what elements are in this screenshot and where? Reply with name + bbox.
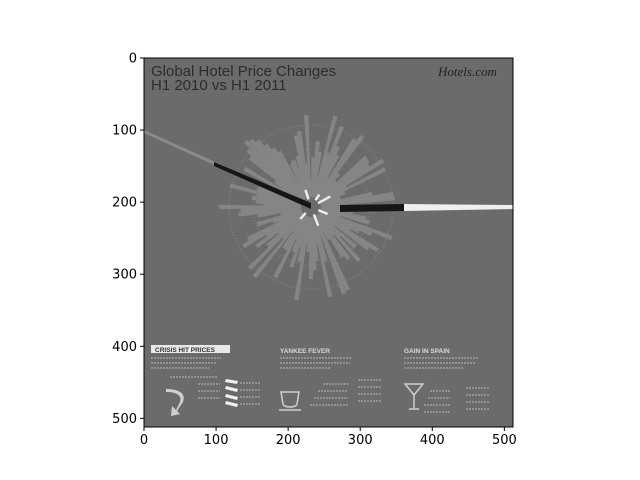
y-tick-label: 500 bbox=[112, 412, 137, 427]
x-axis: 0 100 200 300 400 500 bbox=[140, 427, 517, 448]
arrow-down-icon bbox=[166, 389, 184, 416]
radial-bar bbox=[316, 134, 365, 200]
radial-bar bbox=[308, 217, 314, 279]
radial-bar bbox=[313, 115, 338, 198]
axes-frame bbox=[143, 57, 514, 428]
radial-bar bbox=[320, 191, 373, 206]
section3-heading: GAIN IN SPAIN bbox=[404, 348, 450, 355]
highlight-spoke bbox=[312, 214, 320, 227]
y-tick-label: 200 bbox=[112, 196, 137, 211]
radial-bar bbox=[296, 131, 311, 198]
radial-bar bbox=[295, 155, 309, 198]
radial-bar bbox=[316, 214, 336, 237]
y-tick-label: 100 bbox=[112, 124, 137, 139]
radial-bar bbox=[321, 203, 347, 208]
section1-heading: CRISIS HIT PRICES bbox=[155, 347, 216, 354]
radial-bar bbox=[313, 216, 328, 262]
radial-bar bbox=[311, 216, 320, 246]
radial-bar bbox=[304, 115, 312, 197]
infographic-title-line1: Global Hotel Price Changes bbox=[151, 63, 336, 80]
image-background bbox=[144, 58, 513, 427]
y-tick-label: 0 bbox=[129, 52, 137, 67]
radial-bar bbox=[271, 147, 307, 199]
radial-bar bbox=[318, 158, 370, 202]
radial-bar bbox=[263, 143, 306, 200]
highlight-spoke bbox=[299, 212, 307, 220]
radial-bar bbox=[319, 211, 379, 253]
radial-bar bbox=[242, 211, 303, 248]
section-icons bbox=[166, 383, 425, 416]
cup-icon bbox=[280, 391, 300, 408]
highlight-spoke bbox=[304, 189, 310, 200]
radial-bar bbox=[289, 162, 308, 199]
radial-bar bbox=[317, 180, 338, 201]
radial-bar bbox=[318, 155, 368, 201]
radial-bar bbox=[314, 215, 350, 291]
radial-bar bbox=[277, 212, 304, 235]
infographic-title-line2: H1 2010 vs H1 2011 bbox=[151, 77, 287, 94]
ray-left-dark bbox=[214, 162, 311, 209]
radial-bar bbox=[248, 155, 304, 202]
section-body-text-image bbox=[151, 357, 490, 413]
radial-bar bbox=[248, 213, 305, 270]
radial-bar bbox=[257, 207, 302, 218]
radial-bar bbox=[315, 215, 326, 234]
radial-bar bbox=[315, 138, 357, 199]
section1-bar-3 bbox=[225, 394, 238, 400]
highlight-spoke bbox=[317, 208, 329, 216]
section1-bar-4 bbox=[225, 401, 238, 407]
x-tick-label: 100 bbox=[204, 433, 229, 448]
radial-bar bbox=[320, 198, 338, 205]
x-tick-label: 0 bbox=[140, 433, 148, 448]
radial-bar bbox=[320, 210, 393, 241]
ray-right-white bbox=[404, 204, 513, 211]
radial-bar bbox=[314, 125, 344, 198]
hotels-logo: Hotels.com bbox=[437, 64, 497, 79]
section-highlight-bars bbox=[225, 379, 238, 407]
image-area: Global Hotel Price Changes H1 2010 vs H1… bbox=[144, 58, 513, 427]
section1-bar-2 bbox=[225, 386, 238, 392]
radial-bar bbox=[274, 179, 304, 202]
section1-heading-bar bbox=[151, 345, 230, 353]
radial-bar bbox=[311, 216, 319, 262]
highlight-spoke bbox=[317, 195, 331, 205]
radial-bar bbox=[238, 207, 302, 217]
radial-bar bbox=[272, 210, 302, 224]
radial-bar bbox=[255, 139, 306, 200]
ray-right-dark bbox=[340, 204, 404, 212]
radial-bar bbox=[320, 191, 394, 207]
y-axis: 0 100 200 300 400 500 bbox=[112, 52, 144, 427]
radial-bar bbox=[265, 211, 303, 238]
x-tick-label: 300 bbox=[348, 433, 373, 448]
y-tick-label: 300 bbox=[112, 268, 137, 283]
radial-bar bbox=[281, 214, 305, 240]
section2-heading: YANKEE FEVER bbox=[280, 348, 330, 355]
x-tick-label: 400 bbox=[420, 433, 445, 448]
y-tick-label: 400 bbox=[112, 340, 137, 355]
x-tick-label: 200 bbox=[276, 433, 301, 448]
radial-bar bbox=[318, 163, 370, 202]
radial-bar bbox=[316, 214, 351, 261]
radial-bar bbox=[246, 148, 304, 201]
radial-bar bbox=[219, 204, 301, 210]
radial-bar bbox=[249, 138, 305, 200]
radial-bar bbox=[317, 213, 342, 238]
highlight-spoke bbox=[314, 193, 321, 202]
highlight-rays bbox=[144, 130, 513, 212]
radial-bar bbox=[255, 212, 304, 249]
section1-bar-1 bbox=[225, 379, 238, 384]
cocktail-icon bbox=[403, 383, 425, 410]
x-tick-label: 500 bbox=[492, 433, 517, 448]
radial-bar bbox=[293, 135, 310, 198]
radial-bar bbox=[243, 139, 305, 201]
